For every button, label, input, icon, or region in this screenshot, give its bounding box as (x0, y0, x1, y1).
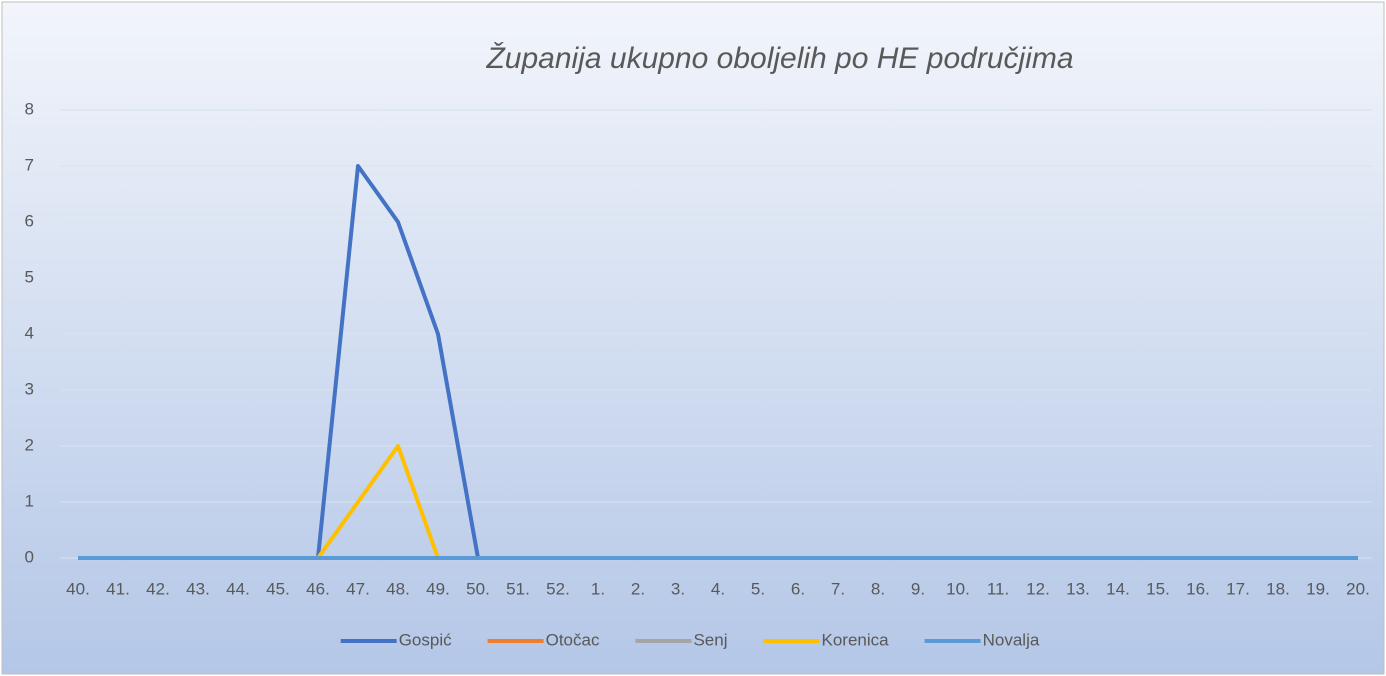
y-tick-label: 5 (25, 267, 34, 286)
y-tick-label: 1 (25, 491, 34, 510)
x-tick-label: 52. (546, 579, 570, 598)
x-tick-label: 20. (1346, 579, 1370, 598)
y-tick-label: 4 (25, 323, 34, 342)
x-tick-label: 14. (1106, 579, 1130, 598)
x-tick-label: 18. (1266, 579, 1290, 598)
y-tick-label: 2 (25, 435, 34, 454)
y-tick-label: 8 (25, 99, 34, 118)
x-tick-label: 49. (426, 579, 450, 598)
x-tick-label: 15. (1146, 579, 1170, 598)
x-tick-label: 47. (346, 579, 370, 598)
chart-title: Županija ukupno oboljelih po HE područji… (485, 42, 1073, 75)
x-tick-label: 41. (106, 579, 130, 598)
legend-label: Korenica (822, 630, 890, 649)
x-tick-label: 4. (711, 579, 725, 598)
y-tick-label: 0 (25, 547, 34, 566)
legend-label: Senj (693, 630, 727, 649)
x-tick-label: 9. (911, 579, 925, 598)
y-tick-label: 6 (25, 211, 34, 230)
x-tick-label: 16. (1186, 579, 1210, 598)
x-tick-label: 11. (987, 579, 1009, 598)
legend-label: Novalja (983, 630, 1040, 649)
legend-label: Otočac (546, 630, 600, 649)
x-tick-label: 50. (466, 579, 490, 598)
x-tick-label: 1. (591, 579, 605, 598)
x-tick-label: 51. (506, 579, 530, 598)
x-tick-label: 48. (386, 579, 410, 598)
x-tick-label: 7. (831, 579, 845, 598)
x-tick-label: 45. (266, 579, 290, 598)
x-tick-label: 2. (631, 579, 645, 598)
x-tick-label: 42. (146, 579, 170, 598)
x-tick-label: 17. (1226, 579, 1250, 598)
x-tick-label: 3. (671, 579, 685, 598)
y-tick-label: 3 (25, 379, 34, 398)
x-tick-label: 44. (226, 579, 250, 598)
x-tick-label: 12. (1026, 579, 1050, 598)
legend-label: Gospić (399, 630, 452, 649)
x-tick-label: 13. (1066, 579, 1090, 598)
x-tick-label: 6. (791, 579, 805, 598)
x-tick-label: 19. (1306, 579, 1330, 598)
x-tick-label: 8. (871, 579, 885, 598)
x-tick-label: 46. (306, 579, 330, 598)
x-tick-label: 10. (946, 579, 970, 598)
x-tick-label: 5. (751, 579, 765, 598)
y-tick-label: 7 (25, 155, 34, 174)
x-tick-label: 40. (66, 579, 90, 598)
x-tick-label: 43. (186, 579, 210, 598)
